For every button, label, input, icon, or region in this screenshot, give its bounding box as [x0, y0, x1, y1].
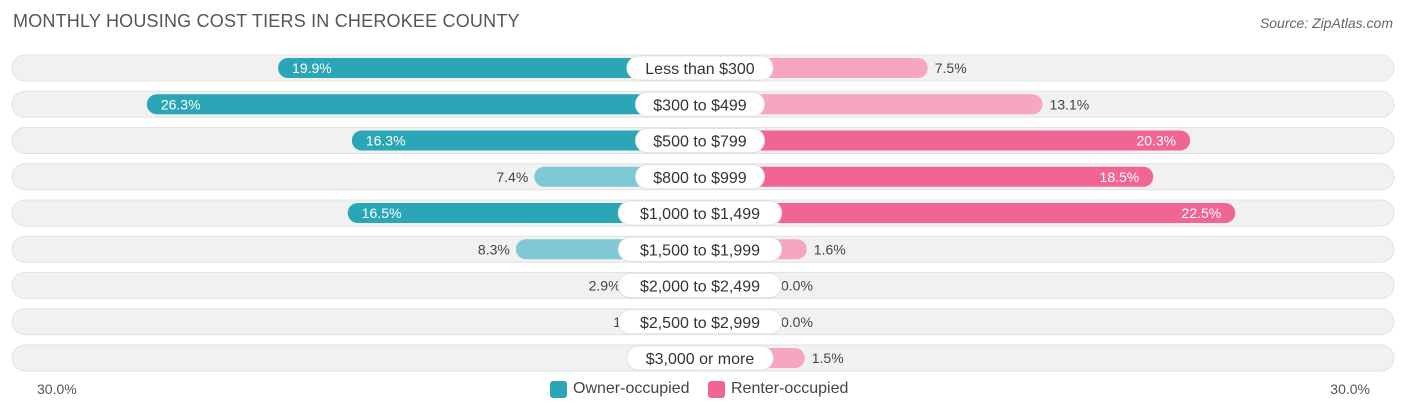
legend-label-renter: Renter-occupied — [731, 380, 849, 397]
category-pill — [617, 309, 783, 335]
renter-value-label: 18.5% — [1100, 169, 1140, 185]
category-pill — [617, 236, 783, 262]
category-label: $1,000 to $1,499 — [640, 206, 760, 223]
renter-value-label: 0.0% — [781, 278, 813, 294]
legend: Owner-occupied Renter-occupied — [0, 379, 1406, 399]
category-label: $500 to $799 — [653, 134, 747, 151]
renter-bar — [700, 130, 1191, 151]
owner-value-label: 19.9% — [292, 60, 332, 76]
category-label: $3,000 or more — [646, 351, 755, 368]
owner-value-label: 16.3% — [366, 133, 406, 149]
category-pill — [626, 345, 774, 371]
renter-bar — [700, 94, 1043, 115]
axis-left-label: 30.0% — [37, 381, 77, 397]
category-label: Less than $300 — [645, 61, 755, 78]
category-pill — [617, 200, 783, 226]
owner-bar — [146, 94, 701, 115]
category-label: $800 to $999 — [653, 170, 747, 187]
renter-value-label: 13.1% — [1050, 96, 1090, 112]
legend-item-owner[interactable]: Owner-occupied — [550, 379, 690, 399]
renter-value-label: 20.3% — [1136, 133, 1176, 149]
renter-value-label: 1.6% — [814, 241, 846, 257]
category-label: $2,000 to $2,499 — [640, 279, 760, 296]
category-pill — [635, 128, 766, 153]
renter-bar — [700, 166, 1154, 187]
owner-value-label: 26.3% — [161, 96, 201, 112]
renter-value-label: 0.0% — [781, 314, 813, 330]
owner-value-label: 7.4% — [496, 169, 528, 185]
owner-bar — [278, 58, 700, 78]
renter-bar — [700, 203, 1236, 223]
category-pill — [617, 273, 783, 298]
owner-bar — [347, 203, 700, 223]
legend-swatch-renter — [708, 380, 725, 398]
category-label: $300 to $499 — [653, 97, 747, 114]
category-pill — [635, 91, 766, 117]
category-label: $2,500 to $2,999 — [640, 315, 760, 332]
renter-value-label: 1.5% — [812, 350, 844, 366]
owner-value-label: 16.5% — [362, 205, 402, 221]
legend-item-renter[interactable]: Renter-occupied — [708, 379, 848, 399]
renter-value-label: 7.5% — [935, 60, 967, 76]
owner-value-label: 8.3% — [478, 241, 510, 257]
chart-title: MONTHLY HOUSING COST TIERS IN CHEROKEE C… — [13, 11, 520, 31]
owner-bar — [351, 130, 700, 151]
chart-source: Source: ZipAtlas.com — [1259, 15, 1393, 31]
category-pill — [626, 55, 774, 81]
renter-value-label: 22.5% — [1182, 205, 1222, 221]
owner-value-label: 2.9% — [589, 278, 621, 294]
category-label: $1,500 to $1,999 — [640, 242, 760, 259]
legend-label-owner: Owner-occupied — [573, 380, 690, 397]
category-pill — [635, 164, 766, 190]
legend-swatch-owner — [550, 380, 567, 398]
axis-right-label: 30.0% — [1330, 381, 1370, 397]
